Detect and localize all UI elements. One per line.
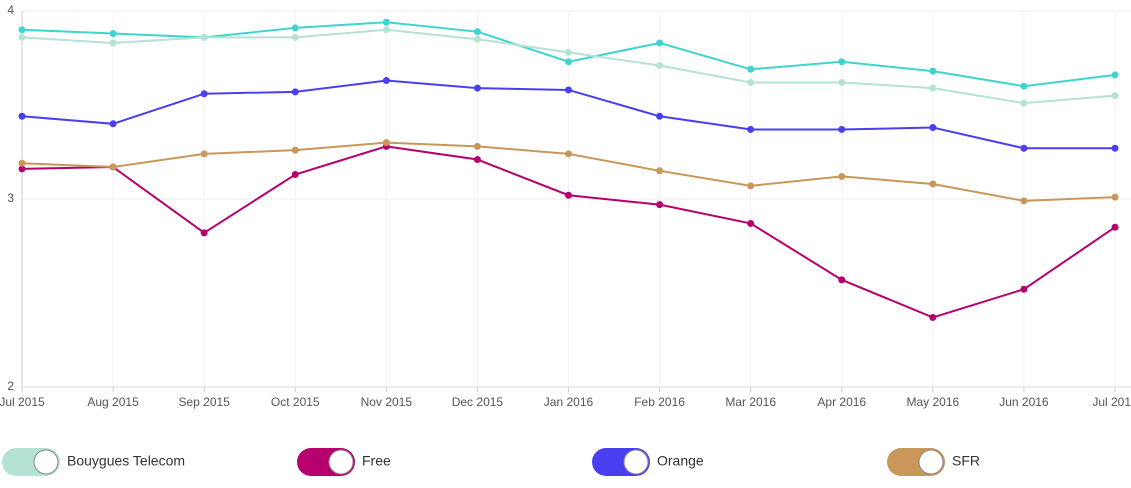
data-point	[382, 77, 390, 85]
data-point	[565, 150, 572, 158]
data-point	[382, 26, 390, 34]
data-point	[473, 142, 481, 150]
data-point	[473, 156, 481, 164]
x-tick-label: Jun 2016	[999, 395, 1049, 409]
data-point	[929, 124, 937, 132]
x-tick-label: Apr 2016	[817, 395, 866, 409]
data-point	[382, 18, 390, 26]
data-point	[1111, 223, 1119, 231]
x-tick-label: Mar 2016	[725, 395, 776, 409]
x-tick-label: May 2016	[906, 395, 959, 409]
x-tick-label: Jan 2016	[544, 395, 594, 409]
data-point	[565, 191, 572, 199]
x-tick-label: Jul 2015	[0, 395, 45, 409]
data-point	[291, 88, 299, 96]
data-point	[473, 84, 481, 92]
data-point	[1020, 144, 1028, 152]
data-point	[656, 39, 664, 47]
legend-label[interactable]: SFR	[952, 453, 980, 469]
data-point	[929, 313, 937, 321]
data-point	[747, 182, 755, 190]
data-point	[200, 229, 208, 237]
data-point	[656, 62, 664, 70]
data-point	[656, 112, 664, 120]
data-point	[200, 33, 208, 41]
data-point	[18, 165, 26, 173]
data-point	[291, 146, 299, 154]
legend-knob[interactable]	[623, 449, 649, 475]
data-point	[565, 86, 572, 94]
data-point	[838, 172, 846, 180]
data-point	[1111, 92, 1119, 100]
data-point	[838, 78, 846, 86]
legend-knob[interactable]	[918, 449, 944, 475]
data-point	[382, 139, 390, 147]
data-point	[1111, 193, 1119, 201]
data-point	[838, 276, 846, 284]
data-point	[1111, 71, 1119, 79]
legend-item[interactable]: Orange	[592, 448, 704, 476]
data-point	[1020, 197, 1028, 205]
x-tick-label: Feb 2016	[634, 395, 685, 409]
data-point	[109, 163, 117, 171]
legend-label[interactable]: Bouygues Telecom	[67, 453, 185, 469]
legend-item[interactable]: Bouygues Telecom	[2, 448, 185, 476]
data-point	[838, 58, 846, 66]
data-point	[656, 167, 664, 175]
x-tick-label: Aug 2015	[87, 395, 139, 409]
data-point	[1111, 144, 1119, 152]
data-point	[747, 65, 755, 73]
data-point	[18, 26, 26, 34]
data-point	[565, 58, 572, 66]
x-tick-label: Sep 2015	[178, 395, 230, 409]
legend-knob[interactable]	[33, 449, 59, 475]
legend-label[interactable]: Orange	[657, 453, 704, 469]
data-point	[18, 112, 26, 120]
data-point	[929, 180, 937, 188]
data-point	[109, 30, 117, 38]
y-tick-label: 3	[7, 191, 14, 205]
data-point	[291, 24, 299, 32]
legend-item[interactable]: SFR	[887, 448, 980, 476]
data-point	[200, 90, 208, 98]
data-point	[747, 125, 755, 133]
data-point	[1020, 285, 1028, 293]
data-point	[1020, 82, 1028, 90]
legend-knob[interactable]	[328, 449, 354, 475]
data-point	[838, 125, 846, 133]
legend-label[interactable]: Free	[362, 453, 391, 469]
data-point	[473, 35, 481, 43]
data-point	[656, 201, 664, 209]
y-tick-label: 2	[7, 379, 14, 393]
data-point	[18, 159, 26, 167]
data-point	[929, 67, 937, 75]
data-point	[109, 120, 117, 128]
data-point	[473, 28, 481, 36]
y-tick-label: 4	[7, 3, 14, 17]
data-point	[109, 39, 117, 47]
legend-item[interactable]: Free	[297, 448, 391, 476]
data-point	[747, 78, 755, 86]
x-tick-label: Jul 2016	[1092, 395, 1131, 409]
x-tick-label: Nov 2015	[361, 395, 413, 409]
data-point	[747, 219, 755, 227]
data-point	[291, 33, 299, 41]
data-point	[1020, 99, 1028, 107]
x-tick-label: Dec 2015	[452, 395, 504, 409]
data-point	[929, 84, 937, 92]
data-point	[291, 171, 299, 179]
data-point	[200, 150, 208, 158]
data-point	[565, 48, 572, 56]
data-point	[18, 33, 26, 41]
x-tick-label: Oct 2015	[271, 395, 320, 409]
